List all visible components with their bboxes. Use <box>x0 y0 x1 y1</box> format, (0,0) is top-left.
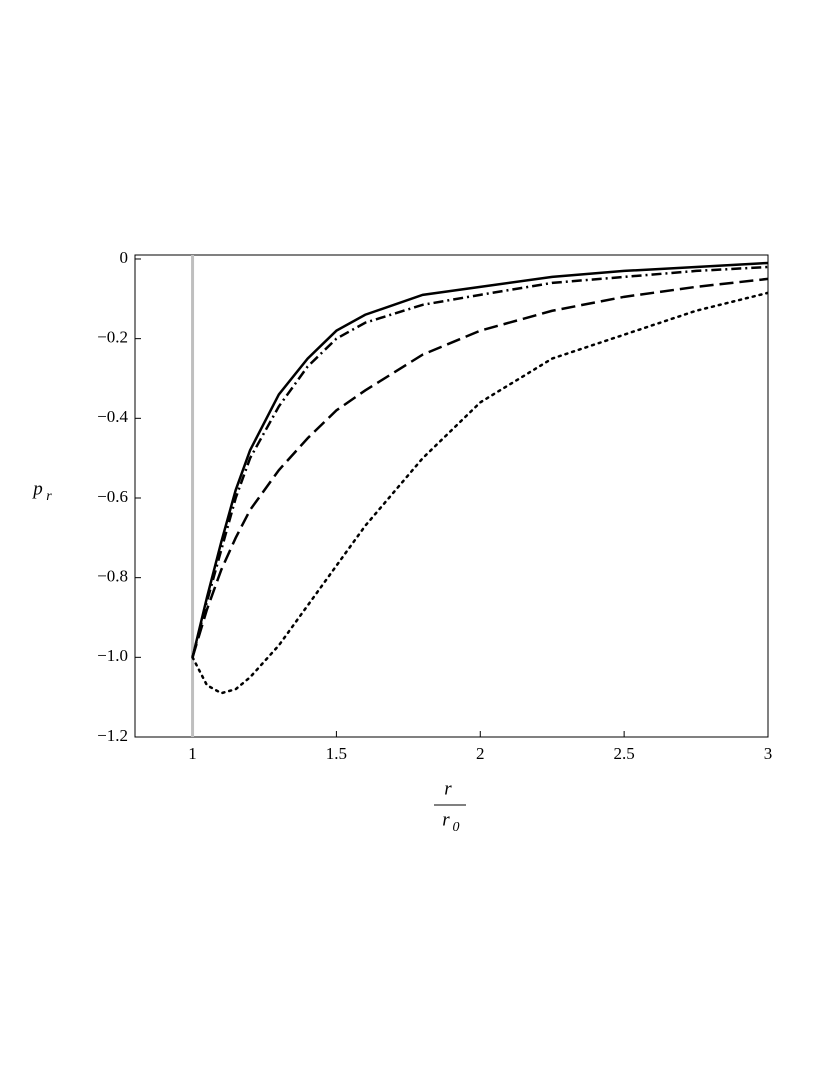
x-label-denominator-sub: 0 <box>453 820 460 835</box>
series-line <box>191 277 768 658</box>
y-label-sub: r <box>46 489 52 504</box>
y-tick-label: 0 <box>120 248 129 267</box>
x-tick-label: 3 <box>764 744 773 763</box>
x-tick-label: 2.5 <box>614 744 635 763</box>
y-tick-label: −0.4 <box>97 407 128 426</box>
y-tick-label: −0.2 <box>97 328 128 347</box>
x-tick-label: 2 <box>476 744 485 763</box>
series-line <box>191 291 768 695</box>
y-tick-label: −1.0 <box>97 646 128 665</box>
y-tick-label: −1.2 <box>97 726 128 745</box>
x-label-numerator: r <box>444 778 452 799</box>
y-tick-label: −0.6 <box>97 487 128 506</box>
plot-frame <box>134 254 769 738</box>
x-tick-label: 1 <box>188 744 197 763</box>
series-line <box>191 265 768 658</box>
y-tick-label: −0.8 <box>97 567 128 586</box>
plot-area <box>191 261 768 695</box>
x-label-denominator: r <box>442 809 450 830</box>
x-tick-label: 1.5 <box>326 744 347 763</box>
series-line <box>191 261 768 658</box>
y-label-base: p <box>31 478 43 499</box>
